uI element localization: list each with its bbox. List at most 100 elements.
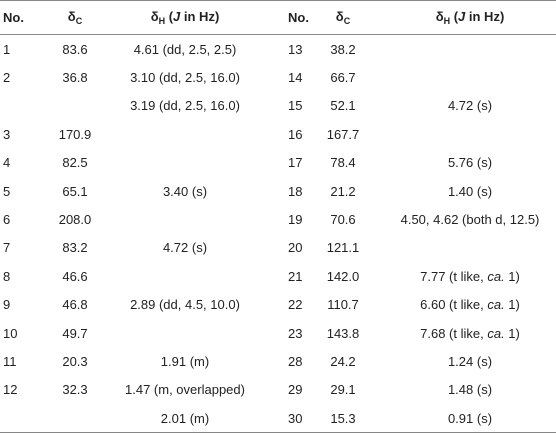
table-cell — [370, 35, 556, 64]
table-cell: 7 — [3, 240, 11, 256]
table-cell: 142.0 — [326, 268, 360, 284]
table-cell: 0.91 (s) — [447, 410, 493, 426]
table-cell: 1.40 (s) — [447, 183, 493, 199]
table-cell: 10 — [3, 325, 18, 341]
table-cell: 15 — [288, 98, 303, 114]
table-cell: 3.40 (s) — [162, 183, 208, 199]
table-body: 1 83.6 4.61 (dd, 2.5, 2.5) 13 38.2 2 36.8 3.10 … — [0, 35, 556, 433]
table-cell: 1.47 (m, overlapped) — [125, 382, 245, 398]
table-cell: 4.61 (dd, 2.5, 2.5) — [133, 41, 237, 57]
table-cell: 121.1 — [326, 240, 360, 256]
table-row: 8 46.6 21 142.0 7.77 (t like, ca. 1) — [0, 262, 556, 290]
header-text: δ — [67, 9, 76, 24]
table-cell: 7.68 (t like, ca. 1) — [370, 319, 556, 347]
table-cell: 3 — [3, 126, 11, 142]
table-cell: 30 — [288, 410, 303, 426]
cell-text: 1) — [504, 325, 520, 341]
table-cell: 20.3 — [62, 353, 88, 369]
table-cell — [370, 234, 556, 262]
table-row: 3 170.9 16 167.7 — [0, 120, 556, 148]
table-cell: 110.7 — [327, 297, 359, 313]
table-cell: 46.6 — [62, 268, 88, 284]
header-text: J — [458, 9, 466, 24]
column-header: No. — [0, 0, 42, 35]
table-row: 2.01 (m) 30 15.3 0.91 (s) — [0, 404, 556, 433]
table-cell: 208.0 — [58, 212, 92, 228]
table-cell: 78.4 — [330, 155, 356, 171]
header-text: ( — [450, 9, 459, 24]
table-cell: 167.7 — [326, 126, 360, 142]
table-cell: 2 — [3, 70, 11, 86]
header-text: No. — [3, 10, 24, 25]
table-cell: 4 — [3, 155, 11, 171]
column-header: δC — [42, 0, 108, 35]
table-cell: 52.1 — [330, 98, 356, 114]
header-text: in Hz) — [180, 9, 220, 24]
cell-text: 6.60 (t like, — [420, 297, 488, 313]
table-cell — [42, 404, 108, 433]
table-cell: 18 — [288, 183, 303, 199]
table-cell: 12 — [3, 382, 18, 398]
table-cell: 23 — [288, 325, 303, 341]
table-cell: 21.2 — [330, 183, 356, 199]
table-cell: 4.72 (s) — [447, 98, 493, 114]
table-row: 5 65.1 3.40 (s) 18 21.2 1.40 (s) — [0, 177, 556, 205]
table-cell — [42, 92, 108, 120]
header-text: C — [343, 16, 351, 26]
table-cell: 28 — [288, 353, 303, 369]
table-cell: 49.7 — [62, 325, 88, 341]
column-header: No. — [286, 0, 316, 35]
table-row: 12 32.3 1.47 (m, overlapped) 29 29.1 1.48 (s) — [0, 376, 556, 404]
table-cell: 7.77 (t like, ca. 1) — [370, 262, 556, 290]
table-cell — [370, 63, 556, 91]
table-cell: 4.50, 4.62 (both d, 12.5) — [400, 212, 540, 228]
table-cell: 1.48 (s) — [447, 382, 493, 398]
table-row: 2 36.8 3.10 (dd, 2.5, 16.0) 14 66.7 — [0, 63, 556, 91]
table-cell: 5.76 (s) — [447, 155, 493, 171]
table-cell: 4.72 (s) — [162, 240, 208, 256]
table-cell: 19 — [288, 212, 303, 228]
header-text: H — [158, 16, 166, 26]
table-cell: 16 — [288, 126, 303, 142]
header-text: H — [443, 16, 451, 26]
table-row: 11 20.3 1.91 (m) 28 24.2 1.24 (s) — [0, 347, 556, 375]
table-cell: 66.7 — [330, 70, 356, 86]
table-cell — [0, 404, 42, 433]
table-row: 4 82.5 17 78.4 5.76 (s) — [0, 149, 556, 177]
table-cell — [108, 205, 286, 233]
column-header: δH (J in Hz) — [108, 0, 286, 35]
table-cell: 143.8 — [326, 325, 360, 341]
table-cell — [108, 120, 286, 148]
table-cell: 3.10 (dd, 2.5, 16.0) — [130, 70, 240, 86]
table-row: 10 49.7 23 143.8 7.68 (t like, ca. 1) — [0, 319, 556, 347]
table-cell — [108, 319, 286, 347]
table-cell: 20 — [288, 240, 303, 256]
cell-text: ca. — [487, 268, 505, 284]
table-cell: 70.6 — [330, 212, 356, 228]
table-cell: 6 — [3, 212, 11, 228]
table-cell: 32.3 — [62, 382, 88, 398]
table-cell: 24.2 — [330, 353, 356, 369]
table-cell: 3.19 (dd, 2.5, 16.0) — [130, 98, 240, 114]
table-cell: 14 — [288, 70, 303, 86]
header-text: δ — [435, 9, 444, 24]
table-cell: 6.60 (t like, ca. 1) — [370, 291, 556, 319]
table-cell: 65.1 — [62, 183, 88, 199]
table-cell: 1.24 (s) — [447, 353, 493, 369]
table-row: 9 46.8 2.89 (dd, 4.5, 10.0) 22 110.7 6.60 (t … — [0, 291, 556, 319]
table-cell: 5 — [3, 183, 11, 199]
header-text: in Hz) — [465, 9, 505, 24]
header-text: δ — [150, 9, 159, 24]
table-cell: 1 — [3, 41, 11, 57]
table-row: 1 83.6 4.61 (dd, 2.5, 2.5) 13 38.2 — [0, 35, 556, 64]
header-text: δ — [335, 9, 344, 24]
header-text: J — [173, 9, 181, 24]
column-header: δH (J in Hz) — [370, 0, 556, 35]
table-cell: 15.3 — [330, 410, 356, 426]
table-cell: 13 — [288, 41, 303, 57]
table-cell: 17 — [288, 155, 303, 171]
table-cell: 22 — [288, 297, 303, 313]
table-cell: 83.6 — [62, 41, 88, 57]
table-cell — [0, 92, 42, 120]
